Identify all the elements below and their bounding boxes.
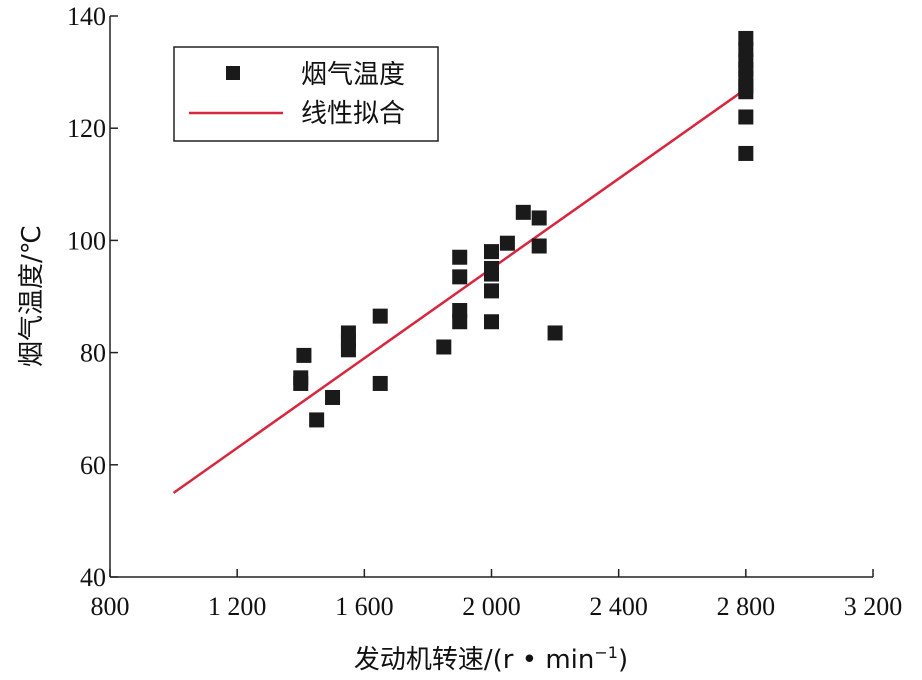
- data-point: [484, 266, 499, 282]
- data-point: [436, 339, 452, 355]
- data-point: [499, 235, 515, 251]
- fit-line: [172, 87, 747, 494]
- data-point: [738, 84, 754, 100]
- data-point: [372, 308, 388, 324]
- data-point: [372, 375, 388, 391]
- legend-label-temperature: 烟气温度: [301, 60, 405, 90]
- y-tick-label: 100: [67, 226, 106, 255]
- x-tick-label: 1 600: [335, 592, 394, 621]
- data-point: [547, 325, 563, 341]
- legend-marker-square: [226, 66, 240, 80]
- x-tick-label: 800: [91, 592, 130, 621]
- fit-line-layer: [172, 87, 747, 494]
- data-point: [515, 204, 531, 220]
- data-point: [738, 145, 754, 161]
- points-layer: [293, 30, 754, 428]
- y-tick-label: 120: [67, 114, 106, 143]
- axes: 800 1 200 1 600 2 000 2 400 2 800 3 200 40 60 80 1…: [67, 2, 902, 621]
- x-tick-label: 2 000: [462, 592, 521, 621]
- data-point: [452, 249, 468, 265]
- x-tick-label: 2 400: [589, 592, 648, 621]
- legend-frame: [173, 46, 439, 142]
- data-point: [531, 210, 547, 226]
- x-axis-title: 发动机转速/(r • min−1): [354, 643, 628, 675]
- data-point: [484, 244, 499, 260]
- x-tick-label: 2 800: [717, 592, 776, 621]
- y-tick-label: 140: [67, 2, 106, 31]
- data-point: [325, 389, 341, 405]
- legend: 烟气温度 线性拟合: [173, 46, 439, 142]
- data-point: [531, 238, 547, 254]
- data-point: [452, 314, 468, 330]
- data-point: [738, 109, 754, 125]
- data-point: [484, 314, 499, 330]
- legend-label-fit: 线性拟合: [301, 99, 405, 129]
- data-point: [340, 342, 356, 358]
- data-point: [293, 375, 309, 391]
- data-point: [484, 283, 499, 299]
- y-tick-label: 40: [80, 563, 106, 592]
- x-tick-label: 1 200: [208, 592, 267, 621]
- y-tick-label: 80: [80, 339, 106, 368]
- data-point: [452, 269, 468, 285]
- data-point: [296, 347, 312, 363]
- data-point: [309, 412, 325, 428]
- x-tick-label: 3 200: [844, 592, 903, 621]
- y-tick-label: 60: [80, 451, 106, 480]
- y-axis-title: 烟气温度/℃: [17, 225, 47, 367]
